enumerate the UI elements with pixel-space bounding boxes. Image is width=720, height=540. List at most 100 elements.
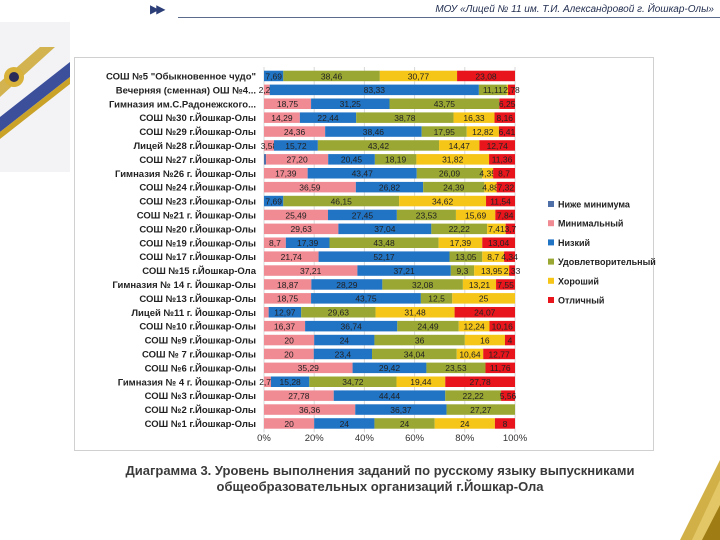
category-label: СОШ №9 г.Йошкар-Олы xyxy=(145,335,256,347)
x-tick-label: 60% xyxy=(405,433,425,444)
category-label: Вечерняя (сменная) ОШ №4... xyxy=(116,85,256,96)
data-label: 3,58 xyxy=(261,141,278,151)
bar-segment xyxy=(498,126,515,137)
bar-segment xyxy=(264,404,356,415)
data-label: 21,74 xyxy=(281,252,303,262)
data-label: 43,75 xyxy=(434,99,456,109)
data-label: 35,29 xyxy=(298,363,320,373)
data-label: 31,48 xyxy=(404,308,426,318)
data-label: 6,25 xyxy=(499,99,516,109)
bar-segment xyxy=(505,223,515,235)
bar-segment xyxy=(264,112,300,123)
data-label: 34,72 xyxy=(342,377,364,387)
data-label: 19,44 xyxy=(410,377,432,387)
category-label: СОШ №20 г.Йошкар-Олы xyxy=(139,223,256,235)
category-label: СОШ №15 г.Йошкар-Ола xyxy=(142,265,256,277)
data-label: 43,47 xyxy=(352,169,374,179)
bar-segment xyxy=(416,154,490,165)
bar-segment xyxy=(264,376,271,387)
data-label: 12,24 xyxy=(463,321,485,331)
bar-segment xyxy=(313,348,373,360)
legend-swatch xyxy=(548,297,554,303)
category-label: Гимназия №26 г. Йошкар-Олы xyxy=(115,168,256,180)
data-label: 22,44 xyxy=(317,113,339,123)
bar-segment xyxy=(311,293,421,304)
bar-segment xyxy=(396,209,456,221)
category-label: СОШ №21 г. Йошкар-Олы xyxy=(137,209,256,221)
bar-segment xyxy=(489,154,515,165)
bar-segment xyxy=(352,362,427,374)
category-label: СОШ №19 г.Йошкар-Олы xyxy=(139,237,256,249)
bar-segment xyxy=(399,195,487,207)
data-label: 9,3 xyxy=(457,266,469,276)
data-label: 28,29 xyxy=(336,280,358,290)
legend-swatch xyxy=(548,220,554,227)
data-label: 37,04 xyxy=(374,224,396,234)
bar-segment xyxy=(494,112,515,123)
bar-segment xyxy=(449,251,483,262)
data-label: 14,29 xyxy=(271,113,293,123)
data-label: 6,41 xyxy=(499,127,516,137)
bar-segment xyxy=(504,251,515,262)
bar-segment xyxy=(478,84,507,96)
data-label: 10,16 xyxy=(492,321,514,331)
category-label: СОШ №3 г.Йошкар-Олы xyxy=(145,390,256,402)
bar-segment xyxy=(372,348,457,360)
bar-segment xyxy=(482,251,505,262)
data-label: 4,34 xyxy=(501,252,518,262)
data-label: 38,46 xyxy=(321,71,343,81)
data-label: 18,75 xyxy=(277,294,299,304)
bar-segment xyxy=(450,265,475,276)
data-label: 15,72 xyxy=(285,141,307,151)
chart-caption: Диаграмма 3. Уровень выполнения заданий … xyxy=(100,463,660,495)
data-label: 20 xyxy=(284,349,294,359)
bar-segment xyxy=(438,237,483,248)
bar-segment xyxy=(299,112,357,123)
data-label: 7,69 xyxy=(265,196,282,206)
data-label: 8,7 xyxy=(498,169,510,179)
bar-segment xyxy=(264,70,284,82)
bar-segment xyxy=(445,376,515,387)
bar-segment xyxy=(496,181,515,193)
bar-segment xyxy=(374,154,417,165)
bar-segment xyxy=(421,126,467,137)
data-label: 20,45 xyxy=(341,155,363,165)
header-title: МОУ «Лицей № 11 им. Т.И. Александровой г… xyxy=(435,4,714,15)
category-label: СОШ №24 г.Йошкар-Олы xyxy=(139,182,256,194)
data-label: 27,27 xyxy=(470,405,492,415)
data-label: 4 xyxy=(508,335,513,345)
bar-segment xyxy=(311,98,390,109)
bar-segment xyxy=(264,154,267,165)
data-label: 13,95 xyxy=(481,266,503,276)
data-label: 7,55 xyxy=(497,280,514,290)
bar-segment xyxy=(264,98,312,109)
data-label: 16,37 xyxy=(274,321,296,331)
bar-segment xyxy=(431,223,488,235)
decorative-corner-icon xyxy=(680,460,720,540)
data-label: 16,33 xyxy=(463,113,485,123)
category-label: СОШ №29 г.Йошкар-Олы xyxy=(139,126,256,138)
bar-segment xyxy=(494,418,515,429)
category-label: СОШ №13 г.Йошкар-Олы xyxy=(139,293,256,305)
data-label: 11,54 xyxy=(490,196,511,206)
bar-segment xyxy=(266,154,329,165)
bar-segment xyxy=(382,279,463,290)
bar-segment xyxy=(506,84,509,96)
bar-segment xyxy=(264,265,358,276)
bar-segment xyxy=(264,348,314,360)
data-label: 36,74 xyxy=(341,321,363,331)
data-label: 36 xyxy=(415,335,425,345)
data-label: 7,32 xyxy=(498,182,515,192)
legend-label: Минимальный xyxy=(558,219,623,229)
data-label: 15,28 xyxy=(280,377,302,387)
data-label: 44,44 xyxy=(379,391,401,401)
bar-segment xyxy=(264,237,286,248)
data-label: 37,21 xyxy=(300,266,322,276)
data-label: 22,22 xyxy=(463,391,485,401)
data-label: 43,48 xyxy=(373,238,395,248)
category-label: СОШ №17 г.Йошкар-Олы xyxy=(139,251,256,263)
data-label: 24,36 xyxy=(284,127,306,137)
bar-segment xyxy=(264,334,315,346)
bar-segment xyxy=(493,168,515,179)
bar-segment xyxy=(301,307,376,318)
